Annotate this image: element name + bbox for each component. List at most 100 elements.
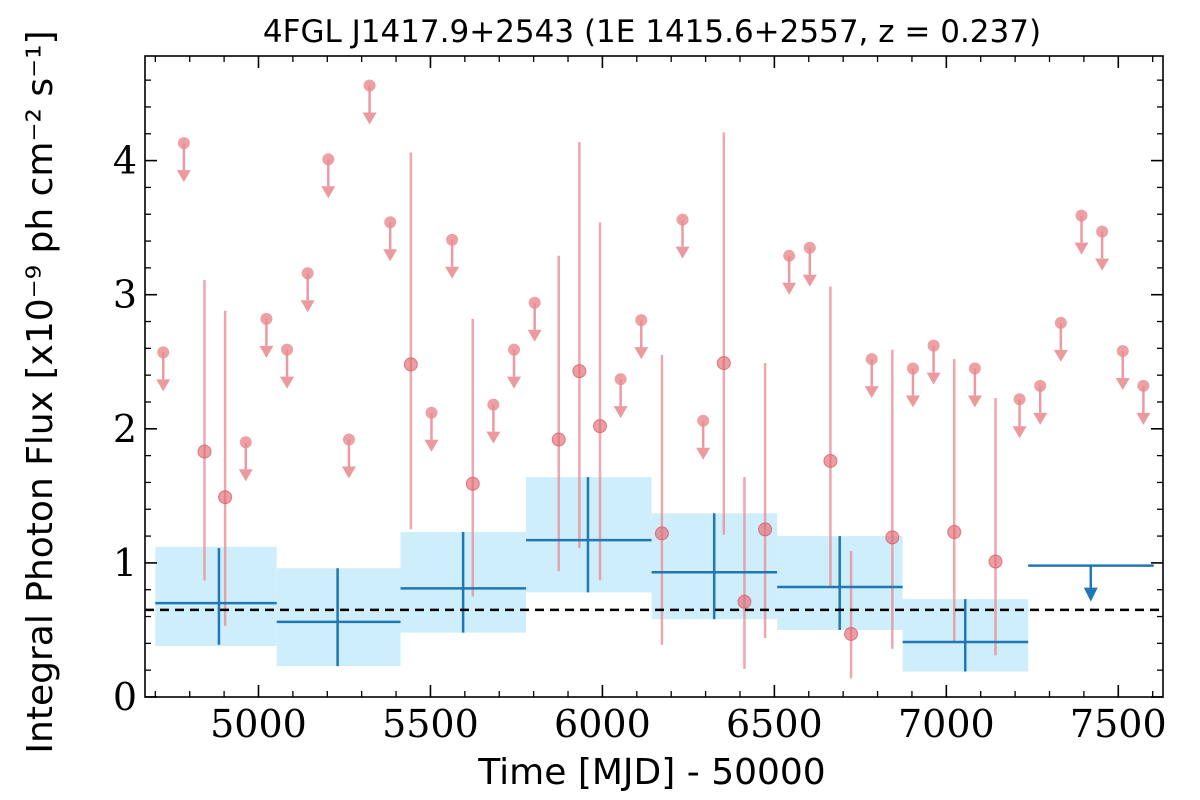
fine-upper-limit-head — [1074, 242, 1089, 255]
fine-upper-limit-point — [803, 241, 816, 254]
y-tick-label: 0 — [113, 675, 137, 719]
fine-upper-limit-point — [322, 153, 335, 166]
fine-upper-limit-head — [156, 379, 171, 392]
x-tick-label: 7500 — [1070, 702, 1167, 746]
fine-data-point — [737, 594, 752, 609]
fine-upper-limit-point — [635, 314, 648, 327]
fine-upper-limit-head — [1053, 349, 1068, 362]
x-tick-label: 6500 — [726, 702, 823, 746]
fine-upper-limit-point — [1013, 393, 1026, 406]
fine-upper-limit-point — [508, 343, 521, 356]
fine-data-point — [403, 357, 418, 372]
fine-data-point — [716, 356, 731, 371]
fine-upper-limit-point — [865, 353, 878, 366]
fine-upper-limit-point — [927, 339, 940, 352]
x-tick-label: 5500 — [382, 702, 479, 746]
fine-upper-limit-head — [445, 266, 460, 279]
fine-upper-limit-head — [864, 386, 879, 399]
coarse-bin-series — [155, 477, 1154, 672]
y-axis-label: Integral Photon Flux [x10⁻⁹ ph cm⁻² s⁻¹] — [20, 30, 61, 753]
coarse-upper-limit-head — [1083, 587, 1098, 602]
plot-frame — [144, 55, 1164, 698]
y-tick-label: 4 — [113, 139, 137, 183]
fine-upper-limit-head — [507, 376, 522, 389]
fine-upper-limit-head — [1115, 378, 1130, 391]
fine-upper-limit-head — [782, 282, 797, 295]
fine-upper-limit-point — [783, 249, 796, 262]
fine-upper-limit-point — [157, 346, 170, 359]
fine-upper-limit-head — [238, 469, 253, 482]
fine-upper-limit-head — [802, 274, 817, 287]
fine-upper-limit-head — [486, 431, 501, 444]
fine-data-point — [572, 364, 587, 379]
coarse-bin-bands — [155, 477, 1029, 672]
x-tick-label: 7000 — [898, 702, 995, 746]
fine-upper-limit-point — [301, 267, 314, 280]
fine-upper-limit-head — [1136, 412, 1151, 425]
fine-upper-limit-point — [1075, 209, 1088, 222]
fine-upper-limit-head — [696, 447, 711, 460]
y-tick-label: 2 — [113, 407, 137, 451]
fine-upper-limit-head — [613, 406, 628, 419]
fine-upper-limit-head — [300, 300, 315, 313]
fine-data-point — [654, 526, 669, 541]
fine-data-point — [823, 453, 838, 468]
fine-upper-limit-head — [926, 372, 941, 385]
fine-upper-limit-point — [260, 312, 273, 325]
fine-data-point — [465, 476, 480, 491]
fine-upper-limit-point — [1096, 225, 1109, 238]
fine-upper-limit-point — [363, 79, 376, 92]
fine-upper-limit-head — [1095, 258, 1110, 271]
y-tick-label: 1 — [113, 541, 137, 585]
fine-upper-limit-head — [341, 466, 356, 479]
fine-upper-limit-point — [384, 216, 397, 229]
fine-upper-limit-head — [675, 246, 690, 259]
fine-upper-limit-point — [1054, 316, 1067, 329]
fine-bin-series — [156, 79, 1151, 679]
fine-upper-limit-point — [906, 362, 919, 375]
fine-upper-limit-point — [1116, 345, 1129, 358]
fine-upper-limit-head — [383, 249, 398, 262]
fine-upper-limit-point — [446, 233, 459, 246]
fine-upper-limit-point — [528, 296, 541, 309]
fine-upper-limit-point — [676, 213, 689, 226]
fine-upper-limit-point — [425, 406, 438, 419]
y-tick-label: 3 — [113, 273, 137, 317]
fine-upper-limit-head — [259, 345, 274, 358]
fine-upper-limit-point — [342, 433, 355, 446]
fine-data-point — [758, 522, 773, 537]
fine-upper-limit-head — [321, 186, 336, 199]
fine-upper-limit-point — [697, 414, 710, 427]
fine-upper-limit-head — [362, 112, 377, 125]
fine-upper-limit-point — [239, 436, 252, 449]
fine-upper-limit-point — [968, 362, 981, 375]
x-tick-label: 5000 — [210, 702, 307, 746]
fine-data-point — [885, 530, 900, 545]
fine-upper-limit-head — [527, 329, 542, 342]
fine-upper-limit-point — [487, 398, 500, 411]
fine-upper-limit-head — [967, 395, 982, 408]
x-axis-label: Time [MJD] - 50000 — [477, 752, 825, 793]
fine-data-point — [988, 554, 1003, 569]
axis-ticks: 5000 5500 6000 6500 7000 7500 0 1 2 3 4 — [113, 56, 1167, 746]
fine-data-point — [844, 626, 859, 641]
fine-upper-limit-head — [634, 347, 649, 360]
fine-data-point — [218, 490, 233, 505]
fine-upper-limit-point — [177, 137, 190, 150]
chart-title: 4FGL J1417.9+2543 (1E 1415.6+2557, z = 0… — [263, 14, 1041, 50]
fine-data-point — [551, 432, 566, 447]
fine-upper-limit-head — [1012, 426, 1027, 439]
fine-upper-limit-point — [614, 373, 627, 386]
fine-upper-limit-head — [176, 170, 191, 183]
fine-data-point — [197, 444, 212, 459]
fine-data-point — [947, 525, 962, 540]
x-tick-label: 6000 — [554, 702, 651, 746]
fine-upper-limit-point — [1137, 379, 1150, 392]
fine-upper-limit-head — [424, 439, 439, 452]
coarse-band — [155, 546, 277, 647]
fine-upper-limit-point — [281, 343, 294, 356]
fine-upper-limit-point — [1034, 379, 1047, 392]
fine-upper-limit-head — [280, 376, 295, 389]
fine-upper-limit-head — [905, 395, 920, 408]
